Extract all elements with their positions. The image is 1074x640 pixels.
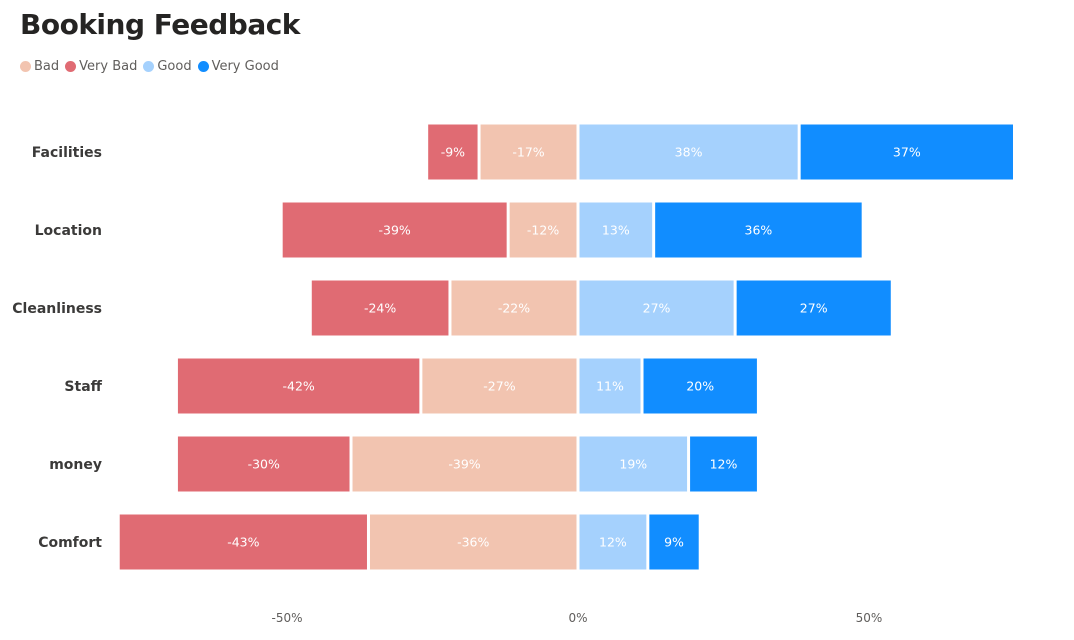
- data-label: 38%: [675, 145, 703, 160]
- legend-item-good[interactable]: Good: [143, 59, 192, 74]
- bar-cleanliness-good[interactable]: [578, 279, 735, 337]
- data-label: -36%: [457, 535, 489, 550]
- legend: Bad Very Bad Good Very Good: [20, 59, 285, 74]
- data-label: 9%: [664, 535, 684, 550]
- legend-marker: [65, 61, 77, 72]
- bar-facilities-bad[interactable]: [479, 123, 578, 181]
- legend-label: Good: [157, 59, 192, 74]
- bar-location-bad[interactable]: [508, 201, 578, 259]
- bar-money-good[interactable]: [578, 435, 689, 493]
- data-label: 19%: [619, 457, 647, 472]
- category-label-facilities: Facilities: [32, 145, 102, 161]
- data-label: -9%: [441, 145, 465, 160]
- data-label: -42%: [282, 379, 314, 394]
- bar-facilities-good[interactable]: [578, 123, 799, 181]
- data-label: 13%: [602, 223, 630, 238]
- bar-cleanliness-very-good[interactable]: [735, 279, 892, 337]
- data-label: -22%: [498, 301, 530, 316]
- category-label-location: Location: [35, 223, 102, 239]
- bar-location-very-bad[interactable]: [281, 201, 508, 259]
- bar-comfort-bad[interactable]: [368, 513, 578, 571]
- data-label: -24%: [364, 301, 396, 316]
- category-label-comfort: Comfort: [38, 535, 102, 551]
- bar-money-very-good[interactable]: [689, 435, 758, 493]
- data-label: 27%: [800, 301, 828, 316]
- bar-staff-very-bad[interactable]: [176, 357, 421, 415]
- data-label: -30%: [248, 457, 280, 472]
- chart-title: Booking Feedback: [20, 8, 300, 41]
- bar-facilities-very-bad[interactable]: [427, 123, 479, 181]
- legend-item-very-bad[interactable]: Very Bad: [65, 59, 137, 74]
- legend-marker: [143, 61, 155, 72]
- data-label: 20%: [686, 379, 714, 394]
- bar-comfort-very-bad[interactable]: [118, 513, 368, 571]
- data-label: 37%: [893, 145, 921, 160]
- data-label: 36%: [745, 223, 773, 238]
- data-label: -39%: [379, 223, 411, 238]
- bar-money-very-bad[interactable]: [176, 435, 351, 493]
- bar-staff-good[interactable]: [578, 357, 642, 415]
- bar-cleanliness-bad[interactable]: [450, 279, 578, 337]
- category-label-cleanliness: Cleanliness: [12, 301, 102, 317]
- data-label: 27%: [643, 301, 671, 316]
- bar-cleanliness-very-bad[interactable]: [310, 279, 450, 337]
- data-label: 12%: [599, 535, 627, 550]
- bar-facilities-very-good[interactable]: [799, 123, 1014, 181]
- x-tick-label: 0%: [568, 611, 587, 625]
- data-label: -27%: [483, 379, 515, 394]
- data-label: 11%: [596, 379, 624, 394]
- bar-location-good[interactable]: [578, 201, 654, 259]
- data-label: -39%: [448, 457, 480, 472]
- bar-comfort-good[interactable]: [578, 513, 648, 571]
- data-label: -12%: [527, 223, 559, 238]
- x-tick-label: -50%: [271, 611, 302, 625]
- legend-marker: [20, 61, 31, 72]
- data-label: 12%: [710, 457, 738, 472]
- bar-staff-very-good[interactable]: [642, 357, 758, 415]
- legend-marker: [197, 61, 209, 72]
- bar-money-bad[interactable]: [351, 435, 578, 493]
- legend-label: Bad: [34, 59, 60, 74]
- bar-staff-bad[interactable]: [421, 357, 578, 415]
- legend-label: Very Bad: [79, 59, 138, 74]
- x-tick-label: 50%: [856, 611, 883, 625]
- legend-item-very-good[interactable]: Very Good: [197, 59, 279, 74]
- legend-item-bad[interactable]: Bad: [20, 59, 59, 74]
- category-label-money: money: [49, 457, 102, 473]
- legend-label: Very Good: [211, 59, 279, 74]
- bar-location-very-good[interactable]: [654, 201, 863, 259]
- data-label: -43%: [227, 535, 259, 550]
- data-label: -17%: [512, 145, 544, 160]
- category-label-staff: Staff: [64, 379, 102, 395]
- bar-comfort-very-good[interactable]: [648, 513, 700, 571]
